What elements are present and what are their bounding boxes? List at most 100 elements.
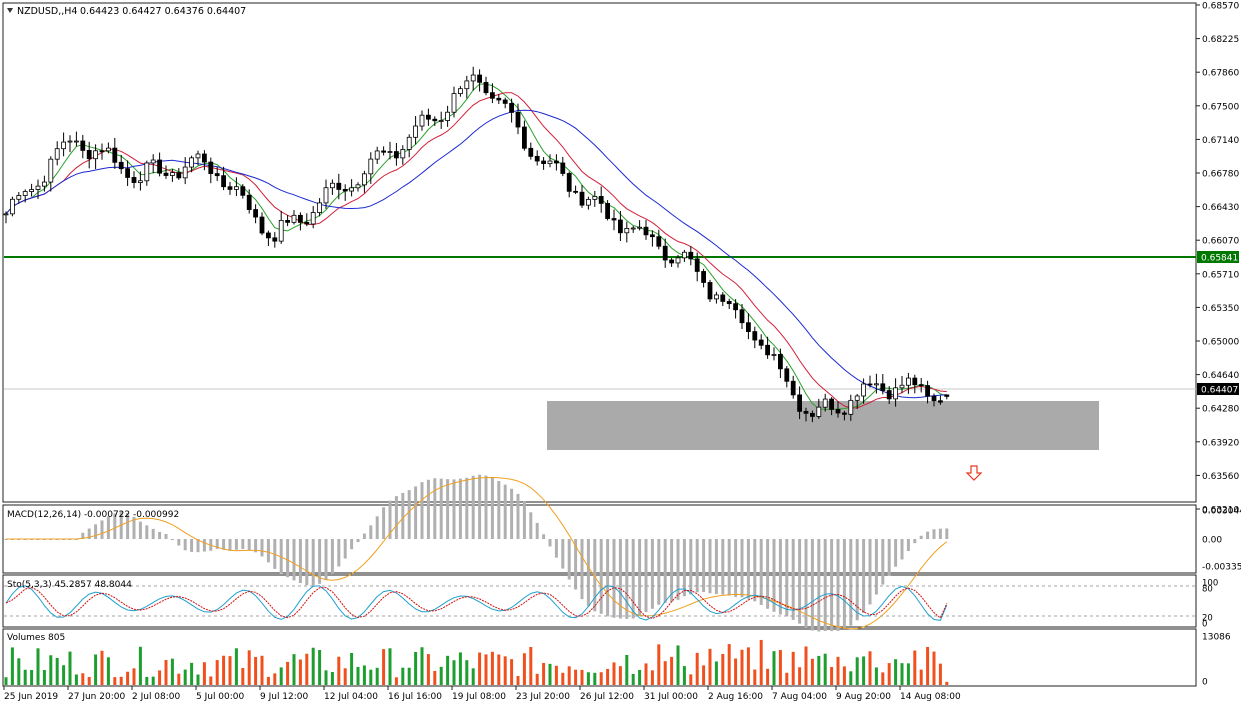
- volume-bar: [94, 654, 98, 685]
- stoch-tick-label: 20: [1202, 614, 1213, 624]
- macd-bar: [798, 539, 802, 624]
- candle-body: [61, 141, 66, 150]
- current-price-value: 0.64407: [1201, 386, 1238, 396]
- macd-bar: [126, 513, 130, 539]
- candle-body: [771, 354, 777, 356]
- volume-bar: [804, 646, 808, 685]
- macd-bar: [945, 528, 949, 539]
- macd-bar: [548, 539, 552, 547]
- volume-bar: [874, 667, 878, 685]
- volume-bar: [356, 666, 360, 685]
- macd-bar: [183, 539, 187, 551]
- candle-body: [906, 377, 911, 386]
- candle-body: [874, 383, 879, 386]
- volume-bar: [708, 648, 712, 685]
- candle-body: [611, 218, 617, 221]
- candle-body: [304, 221, 310, 225]
- macd-bar: [414, 486, 418, 539]
- macd-bar: [266, 539, 270, 563]
- volume-bar: [324, 670, 328, 685]
- macd-bar: [631, 539, 635, 619]
- macd-bar: [177, 539, 181, 546]
- volume-bar: [740, 649, 744, 685]
- volume-bar: [394, 677, 398, 685]
- volume-bar: [222, 655, 226, 685]
- candle-body: [22, 191, 28, 196]
- candle-body: [918, 384, 924, 387]
- candle-body: [694, 258, 700, 272]
- stoch-main-line: [5, 585, 948, 621]
- candle-body: [842, 412, 847, 415]
- time-tick-label: 7 Aug 04:00: [772, 692, 827, 702]
- price-tick-label: 0.65710: [1202, 270, 1239, 280]
- volume-bar: [663, 661, 667, 685]
- volume-bar: [862, 656, 866, 685]
- volume-bar: [734, 658, 738, 685]
- candle-body: [534, 155, 540, 162]
- volume-bar: [817, 655, 821, 685]
- macd-bar: [810, 539, 814, 631]
- macd-bar: [452, 479, 456, 539]
- volume-bar: [798, 667, 802, 685]
- macd-bar: [554, 539, 558, 558]
- time-tick-label: 16 Jul 16:00: [388, 692, 442, 702]
- candle-body: [317, 202, 323, 213]
- time-tick-label: 25 Jun 2019: [4, 692, 58, 702]
- volume-bar: [68, 651, 72, 685]
- macd-bar: [138, 521, 142, 539]
- candle-body: [573, 190, 578, 193]
- volume-bar: [567, 666, 571, 685]
- volume-bar: [151, 676, 155, 685]
- support-level-value: 0.65841: [1201, 254, 1238, 264]
- macd-bar: [375, 516, 379, 539]
- macd-bar: [420, 482, 424, 539]
- macd-bar: [836, 539, 840, 631]
- macd-bar: [938, 528, 942, 539]
- macd-bar: [87, 528, 91, 539]
- candle-body: [912, 377, 918, 386]
- macd-bar: [311, 539, 315, 586]
- macd-bar: [369, 525, 373, 539]
- macd-bar: [362, 533, 366, 539]
- candle-body: [675, 257, 681, 264]
- macd-bar: [535, 522, 539, 539]
- candle-body: [381, 150, 387, 153]
- candle-body: [445, 111, 451, 121]
- candle-body: [739, 309, 745, 324]
- macd-bar: [260, 539, 264, 557]
- price-tick-label: 0.65350: [1202, 304, 1239, 314]
- volume-bar: [932, 651, 936, 685]
- macd-bar: [247, 539, 251, 551]
- volume-bar: [234, 648, 238, 685]
- macd-bar: [81, 532, 85, 539]
- macd-signal-line: [6, 476, 948, 630]
- volume-bar: [510, 659, 514, 685]
- volume-bar: [471, 668, 475, 685]
- stoch-tick-label: 0: [1202, 620, 1207, 630]
- volume-bar: [772, 651, 776, 685]
- macd-bar: [305, 539, 309, 586]
- candle-body: [278, 219, 284, 242]
- candlesticks: [3, 66, 950, 423]
- volume-bar: [535, 673, 539, 685]
- macd-bar: [612, 539, 616, 618]
- volume-bar: [311, 647, 315, 685]
- candle-body: [99, 150, 105, 153]
- volume-bar: [644, 663, 648, 685]
- candle-body: [707, 282, 713, 300]
- volume-bar: [260, 655, 264, 685]
- volume-bar: [375, 667, 379, 685]
- macd-bar: [158, 531, 162, 539]
- volume-bar: [36, 648, 40, 685]
- volume-bar: [478, 652, 482, 685]
- moving-average-line: [5, 109, 947, 399]
- demand-zone[interactable]: [547, 401, 1099, 450]
- volume-bar: [689, 674, 693, 685]
- volume-bar: [727, 644, 731, 685]
- volume-bar: [919, 669, 923, 685]
- candle-body: [368, 158, 374, 175]
- candle-body: [457, 88, 463, 95]
- candle-body: [861, 383, 866, 397]
- volume-bar: [465, 660, 469, 685]
